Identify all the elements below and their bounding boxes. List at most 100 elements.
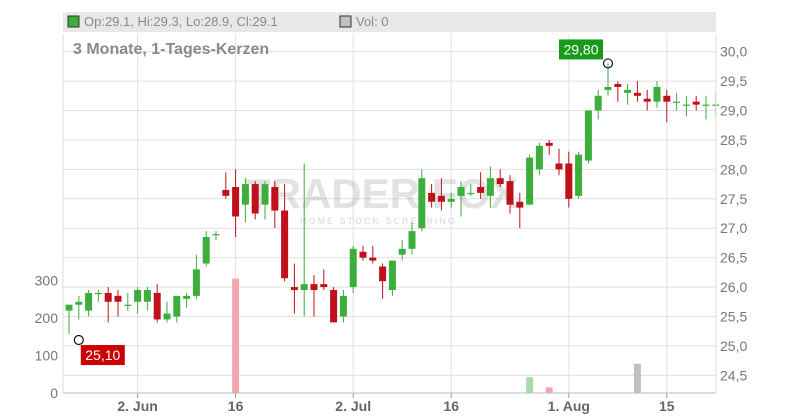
candle-body [526, 157, 534, 205]
candle-body [506, 181, 514, 205]
time-tick-label: 15 [659, 398, 675, 414]
candle-body [584, 110, 592, 161]
time-tick-label: 1. Aug [548, 398, 590, 414]
candle [251, 181, 259, 220]
candle-body [192, 269, 200, 296]
candle [545, 139, 553, 155]
candle [261, 181, 269, 220]
legend-bar [63, 12, 716, 32]
candle [114, 290, 122, 317]
candle-body [604, 86, 612, 90]
candle [153, 284, 161, 323]
candle-body [65, 304, 73, 311]
candle [643, 89, 651, 111]
candle-body [398, 248, 406, 255]
candle [310, 275, 318, 317]
volume-tick-label: 0 [50, 385, 58, 401]
price-tick-label: 26,0 [720, 279, 747, 295]
candle [584, 110, 592, 164]
candle [428, 184, 436, 208]
candle-body [163, 313, 171, 320]
candle-body [134, 290, 142, 302]
candle-body [575, 154, 583, 196]
volume-legend-text: Vol: 0 [356, 14, 389, 29]
low-flag-label: 25,10 [85, 347, 120, 363]
candle-body [143, 290, 151, 302]
price-tick-label: 27,5 [720, 191, 747, 207]
axes: 24,5 25,0 25,5 26,0 26,5 27,0 27,5 28,0 28,5 29,0… [35, 34, 747, 414]
candle-body [467, 192, 475, 195]
candle-body [673, 101, 681, 103]
candle-body [535, 145, 543, 170]
candle-body [241, 184, 249, 205]
candle [516, 192, 524, 229]
candle [192, 254, 200, 299]
candle-body [281, 210, 289, 279]
candle-body [663, 95, 671, 102]
candle [692, 95, 700, 111]
candle-body [75, 301, 83, 305]
candle [75, 295, 83, 320]
price-tick-label: 27,0 [720, 220, 747, 236]
price-tick-label: 29,0 [720, 103, 747, 119]
candle-body [379, 266, 387, 282]
candle-body [437, 195, 445, 202]
volume-bars [232, 278, 641, 393]
candle-body [555, 163, 563, 170]
candle [359, 245, 367, 261]
candle [124, 292, 132, 311]
volume-bar [545, 387, 553, 393]
candle-body [261, 184, 269, 205]
low-marker-circle [73, 334, 84, 346]
candle [369, 245, 377, 264]
candle [506, 175, 514, 214]
price-tick-label: 29,5 [720, 73, 747, 89]
price-tick-label: 26,5 [720, 250, 747, 266]
candle [604, 63, 612, 96]
candle-body [516, 201, 524, 208]
candle-body [349, 248, 357, 288]
candle-body [614, 84, 622, 87]
price-tick-label: 25,5 [720, 308, 747, 324]
candle [486, 166, 494, 208]
candle-body [94, 292, 102, 295]
candle [281, 184, 289, 282]
time-tick-label: 2. Jul [335, 398, 371, 414]
candle [104, 287, 112, 323]
candle-body [643, 98, 651, 102]
candle-body [202, 237, 210, 264]
candle-body [594, 95, 602, 111]
candle-body [457, 187, 465, 196]
candle [633, 81, 641, 102]
candle [702, 95, 710, 120]
volume-bar [633, 363, 641, 393]
candle-body [183, 295, 191, 299]
volume-legend-icon [339, 15, 352, 28]
candle [388, 260, 396, 296]
candle-body [428, 192, 436, 202]
time-tick-label: 16 [228, 398, 244, 414]
candle-body [408, 231, 416, 249]
candle [624, 84, 632, 105]
time-tick-label: 2. Jun [117, 398, 157, 414]
candle-body [653, 86, 661, 102]
ohlc-legend-text: Op:29.1, Hi:29.3, Lo:28.9, Cl:29.1 [84, 14, 278, 29]
candle [202, 231, 210, 267]
candle [653, 81, 661, 108]
candle [271, 181, 279, 229]
candle-body [477, 187, 485, 193]
candle-body [486, 178, 494, 196]
volume-tick-label: 200 [35, 310, 59, 326]
high-flag [559, 39, 603, 60]
candle-body [702, 104, 710, 106]
candle [339, 290, 347, 323]
candle [575, 151, 583, 199]
candle [65, 304, 73, 335]
candle-body [212, 234, 220, 236]
candle [398, 239, 406, 261]
candle-body [114, 295, 122, 302]
candles [65, 63, 720, 335]
candle-body [290, 287, 298, 291]
high-flag-label: 29,80 [563, 41, 598, 57]
volume-tick-label: 100 [35, 348, 59, 364]
